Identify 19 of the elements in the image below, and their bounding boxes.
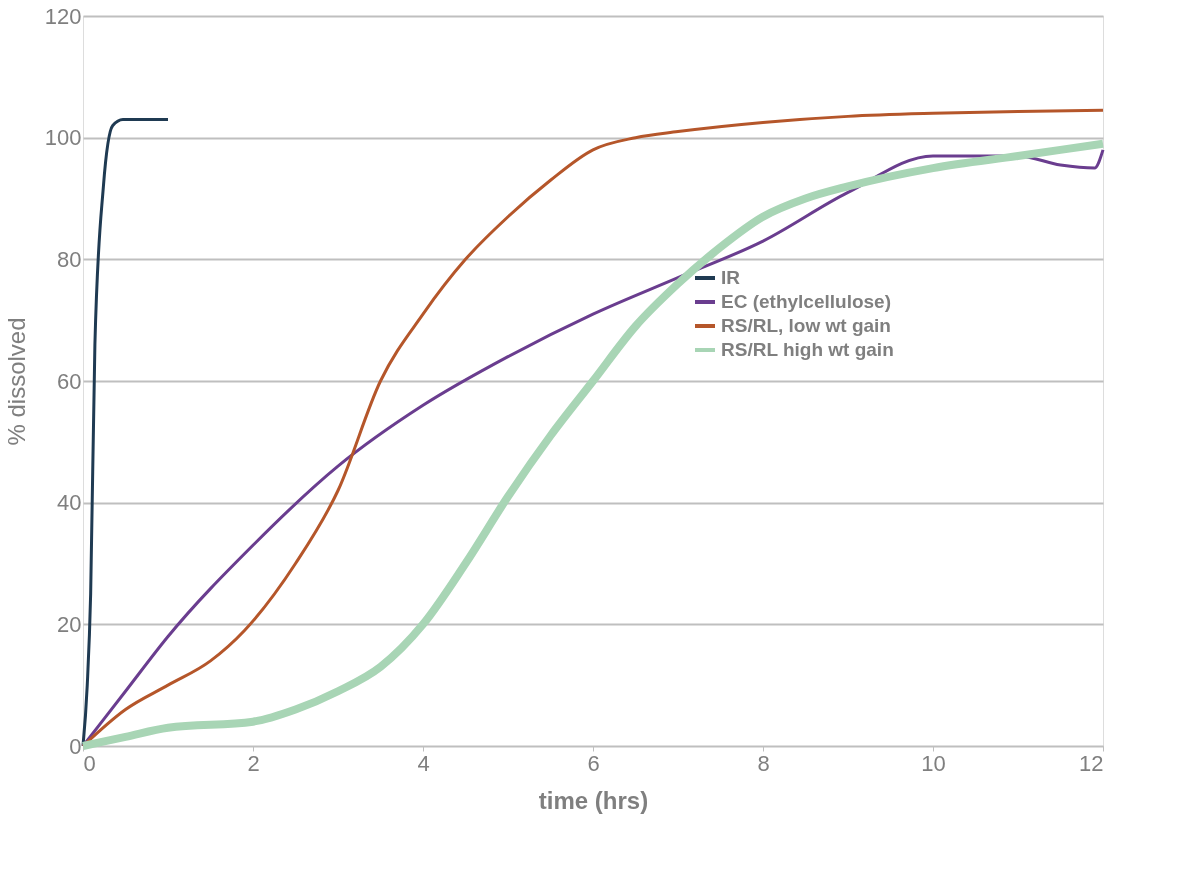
legend-label: RS/RL, low wt gain	[721, 315, 891, 336]
y-tick-label: 80	[57, 246, 82, 272]
y-tick-label: 0	[69, 733, 82, 759]
legend-label: EC (ethylcellulose)	[721, 291, 891, 312]
y-tick-label: 100	[44, 125, 82, 151]
x-tick-label: 2	[247, 750, 260, 776]
y-tick-label: 40	[57, 490, 82, 516]
y-tick-label: 60	[57, 368, 82, 394]
x-tick-label: 12	[1079, 750, 1104, 776]
legend-label: RS/RL high wt gain	[721, 339, 894, 360]
x-axis-title: time (hrs)	[538, 786, 649, 814]
y-tick-label: 120	[44, 3, 82, 29]
legend-label: IR	[721, 267, 741, 288]
x-tick-label: 10	[921, 750, 946, 776]
x-tick-label: 4	[417, 750, 430, 776]
x-tick-label: 6	[587, 750, 600, 776]
x-tick-label: 8	[757, 750, 770, 776]
y-tick-label: 20	[57, 611, 82, 637]
y-axis-title: % dissolved	[2, 317, 30, 446]
